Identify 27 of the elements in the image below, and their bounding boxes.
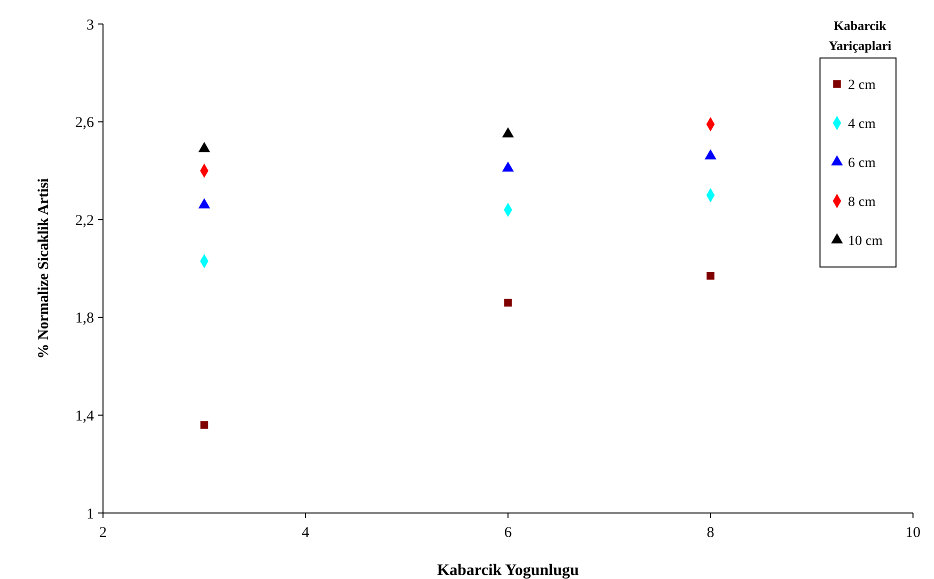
y-tick-label: 1,8 <box>75 310 94 327</box>
point <box>502 161 514 172</box>
y-tick-label: 3 <box>86 17 94 34</box>
x-tick-label: 10 <box>906 525 920 541</box>
x-tick-label: 2 <box>99 525 107 541</box>
point <box>200 421 208 429</box>
x-tick-label: 8 <box>706 525 714 541</box>
x-tick-label: 6 <box>504 525 512 541</box>
legend-label: 2 cm <box>848 78 876 93</box>
point <box>198 198 210 208</box>
point <box>502 127 514 138</box>
x-axis-title: Kabarcik Yogunlugu <box>437 562 580 579</box>
y-tick-label: 2,6 <box>75 115 94 132</box>
point <box>198 142 210 152</box>
legend-label: 8 cm <box>848 194 876 210</box>
point <box>704 149 716 160</box>
y-tick-label: 1 <box>86 506 94 522</box>
x-tick-label: 4 <box>302 525 310 541</box>
y-axis-title: % Normalize Sicaklik Artisi <box>36 178 52 359</box>
y-tick-label: 2,2 <box>75 212 94 229</box>
legend-label: 4 cm <box>848 116 876 132</box>
point <box>706 272 714 280</box>
legend-title: Kabarcik Yariçaplari <box>828 18 892 53</box>
point <box>504 298 512 307</box>
legend-label: 10 cm <box>848 234 883 249</box>
y-tick-label: 1,4 <box>75 408 94 424</box>
legend-label: 6 cm <box>848 156 876 171</box>
